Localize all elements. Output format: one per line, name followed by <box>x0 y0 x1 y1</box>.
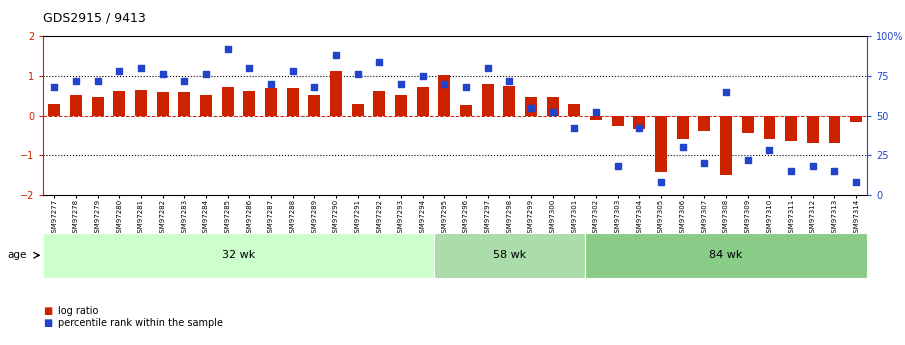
Point <box>827 168 842 174</box>
Bar <box>416 87 429 116</box>
Point <box>134 65 148 71</box>
Bar <box>460 105 472 116</box>
Bar <box>287 88 299 116</box>
Point <box>437 81 452 87</box>
Text: percentile rank within the sample: percentile rank within the sample <box>58 318 223 328</box>
Bar <box>850 116 862 122</box>
Point <box>653 179 668 185</box>
Bar <box>91 97 103 116</box>
Point <box>415 73 430 79</box>
Point <box>524 105 538 110</box>
Text: ■: ■ <box>43 306 52 316</box>
Bar <box>568 104 580 116</box>
Point <box>849 179 863 185</box>
Text: GDS2915 / 9413: GDS2915 / 9413 <box>43 11 147 24</box>
Bar <box>828 116 841 144</box>
Point <box>69 78 83 83</box>
Bar <box>481 84 494 116</box>
Bar <box>70 95 82 116</box>
Bar <box>265 88 277 116</box>
Bar <box>720 116 732 175</box>
Point <box>675 145 690 150</box>
Point <box>567 126 582 131</box>
Bar <box>634 116 645 129</box>
Point <box>719 89 733 95</box>
Text: 84 wk: 84 wk <box>710 250 743 260</box>
Bar <box>655 116 667 172</box>
Bar <box>374 91 386 116</box>
Point <box>459 84 473 90</box>
Bar <box>352 104 364 116</box>
Point <box>805 164 820 169</box>
Point <box>90 78 105 83</box>
Bar <box>222 87 233 116</box>
Bar <box>157 92 168 116</box>
Bar <box>742 116 754 132</box>
Bar <box>612 116 624 126</box>
Bar <box>438 75 451 116</box>
Point <box>285 68 300 74</box>
Point <box>372 59 386 65</box>
Bar <box>699 116 710 131</box>
Point <box>502 78 517 83</box>
Point <box>611 164 625 169</box>
Bar <box>243 91 255 116</box>
Text: 32 wk: 32 wk <box>222 250 255 260</box>
Point <box>762 148 776 153</box>
Text: ■: ■ <box>43 318 52 328</box>
Bar <box>395 95 407 116</box>
Bar <box>43 233 433 278</box>
Bar <box>433 233 586 278</box>
Bar <box>786 116 797 141</box>
Bar <box>547 97 558 116</box>
Point <box>263 81 278 87</box>
Point <box>784 168 798 174</box>
Point <box>156 71 170 77</box>
Bar <box>677 116 689 139</box>
Text: log ratio: log ratio <box>58 306 99 316</box>
Point <box>199 71 214 77</box>
Bar <box>178 92 190 116</box>
Point <box>177 78 192 83</box>
Bar <box>586 233 867 278</box>
Text: age: age <box>7 250 26 260</box>
Bar <box>590 116 602 119</box>
Point <box>481 65 495 71</box>
Point <box>329 52 343 58</box>
Point <box>112 68 127 74</box>
Point <box>350 71 365 77</box>
Bar <box>113 91 125 116</box>
Bar <box>525 97 537 116</box>
Point <box>242 65 257 71</box>
Point <box>307 84 321 90</box>
Point <box>47 84 62 90</box>
Bar <box>330 71 342 116</box>
Bar <box>807 116 819 144</box>
Point <box>546 110 560 115</box>
Bar <box>503 86 515 116</box>
Bar <box>309 95 320 116</box>
Point <box>740 157 755 163</box>
Bar <box>135 90 147 116</box>
Bar <box>764 116 776 139</box>
Bar <box>200 95 212 116</box>
Point <box>221 46 235 52</box>
Text: 58 wk: 58 wk <box>492 250 526 260</box>
Point <box>697 160 711 166</box>
Point <box>589 110 604 115</box>
Point <box>633 126 647 131</box>
Point <box>394 81 408 87</box>
Bar <box>48 105 61 116</box>
